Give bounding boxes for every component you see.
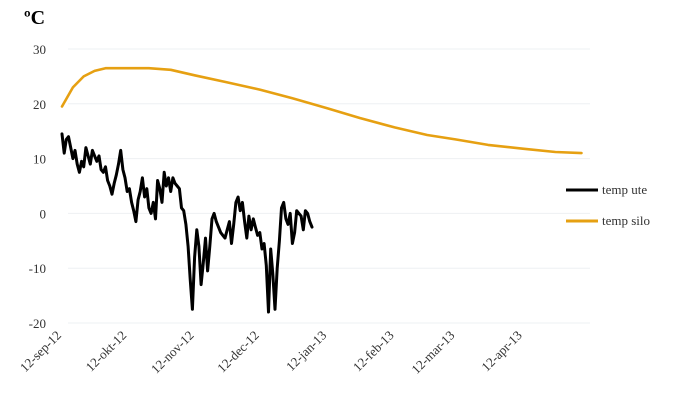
x-tick-label: 12-sep-12 [17,328,64,375]
y-tick-label: 0 [40,206,47,221]
x-tick-label: 12-dec-12 [214,328,262,376]
series [60,66,583,314]
x-tick-label: 12-okt-12 [82,328,129,375]
y-tick-label: 10 [33,152,46,167]
y-axis: 30 20 10 0 -10 -20 [29,42,46,331]
y-tick-label: -10 [29,261,46,276]
legend-label: temp silo [602,213,650,228]
x-tick-label: 12-mar-13 [408,328,457,377]
legend-label: temp ute [602,182,647,197]
unit-label: ºC [24,7,45,29]
x-tick-label: 12-nov-12 [148,328,197,377]
x-tick-label: 12-jan-13 [283,328,329,374]
x-axis: 12-sep-12 12-okt-12 12-nov-12 12-dec-12 12-j… [17,328,525,377]
series-line-temp-silo [60,66,583,155]
grid [68,48,590,324]
y-tick-label: -20 [29,316,46,331]
series-line-temp-ute [60,132,314,314]
y-tick-label: 20 [33,97,46,112]
x-tick-label: 12-apr-13 [478,328,525,375]
x-tick-label: 12-feb-13 [350,328,397,375]
y-tick-label: 30 [33,42,46,57]
legend: temp ute temp silo [566,182,650,228]
